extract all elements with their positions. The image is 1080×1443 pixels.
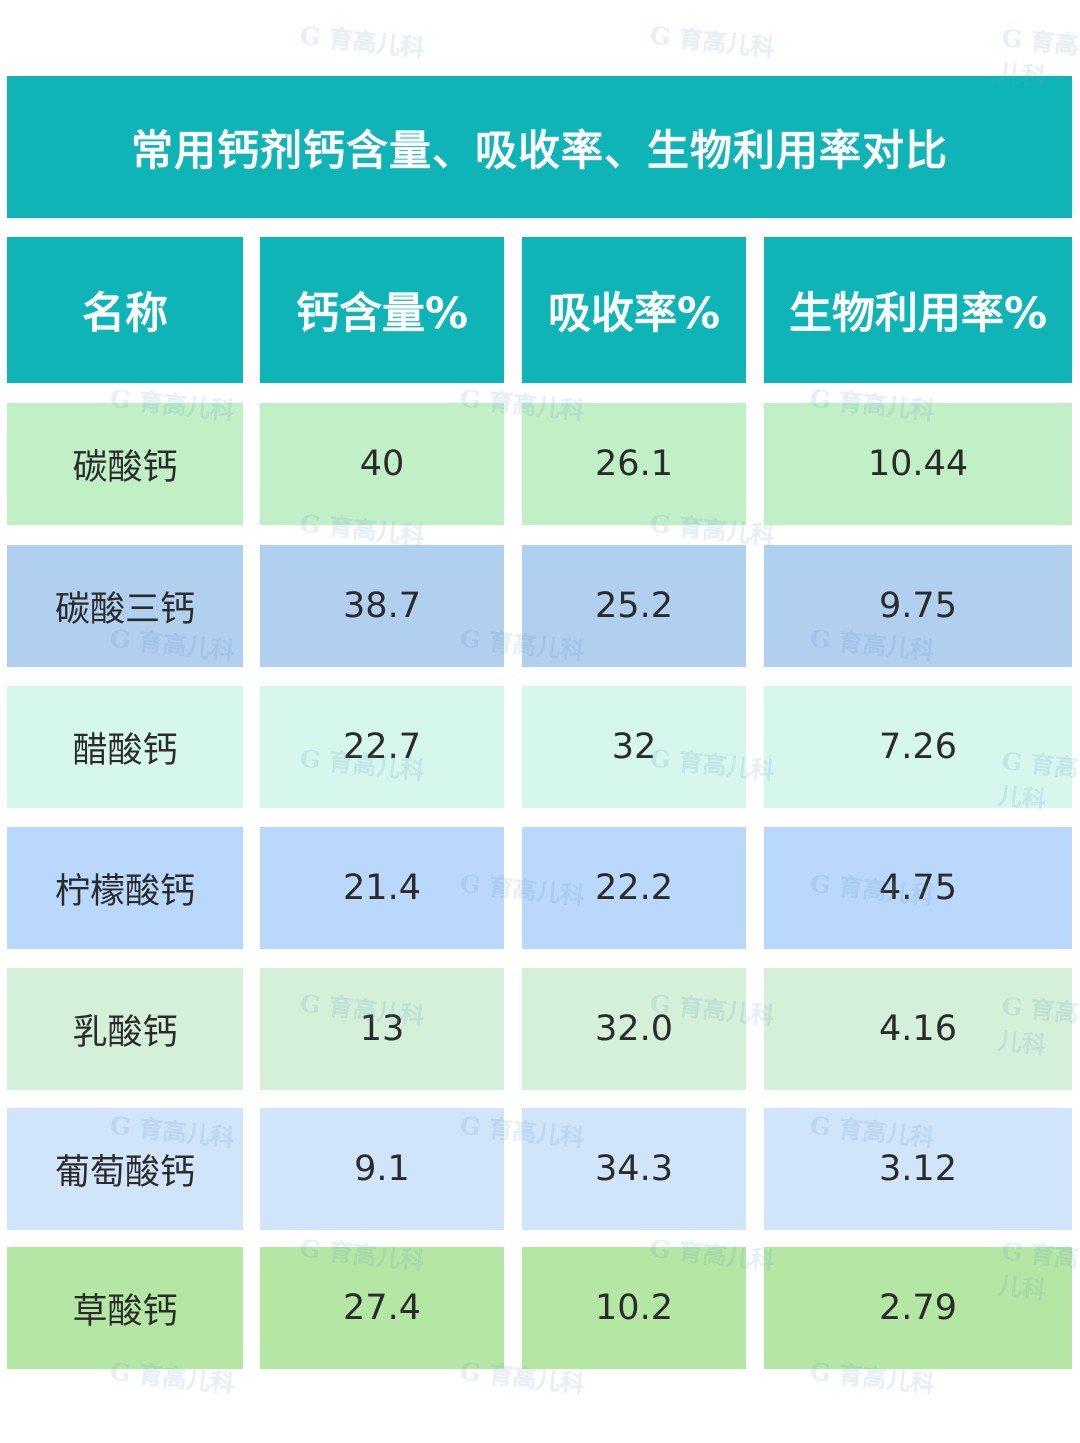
table-cell: 9.75	[764, 545, 1072, 667]
table-cell: 4.75	[764, 827, 1072, 949]
table-cell: 27.4	[260, 1247, 504, 1369]
table-cell: 38.7	[260, 545, 504, 667]
table-cell: 10.2	[522, 1247, 746, 1369]
column-header: 名称	[7, 237, 243, 383]
table-cell: 13	[260, 968, 504, 1090]
row-name-cell: 柠檬酸钙	[7, 827, 243, 949]
column-header: 钙含量%	[260, 237, 504, 383]
table-cell: 32	[522, 686, 746, 808]
row-name-cell: 乳酸钙	[7, 968, 243, 1090]
column-header: 生物利用率%	[764, 237, 1072, 383]
table-cell: 34.3	[522, 1108, 746, 1230]
table-title: 常用钙剂钙含量、吸收率、生物利用率对比	[7, 76, 1072, 218]
row-name-cell: 草酸钙	[7, 1247, 243, 1369]
table-cell: 4.16	[764, 968, 1072, 1090]
row-name-cell: 碳酸钙	[7, 403, 243, 525]
watermark-logo: G 育高儿科	[298, 20, 426, 63]
row-name-cell: 葡萄酸钙	[7, 1108, 243, 1230]
table-cell: 32.0	[522, 968, 746, 1090]
table-cell: 2.79	[764, 1247, 1072, 1369]
column-header: 吸收率%	[522, 237, 746, 383]
table-cell: 40	[260, 403, 504, 525]
watermark-logo: G 育高儿科	[648, 20, 776, 63]
table-cell: 22.2	[522, 827, 746, 949]
row-name-cell: 碳酸三钙	[7, 545, 243, 667]
table-cell: 25.2	[522, 545, 746, 667]
table-cell: 10.44	[764, 403, 1072, 525]
table-cell: 26.1	[522, 403, 746, 525]
table-cell: 9.1	[260, 1108, 504, 1230]
row-name-cell: 醋酸钙	[7, 686, 243, 808]
table-cell: 7.26	[764, 686, 1072, 808]
table-cell: 21.4	[260, 827, 504, 949]
table-cell: 22.7	[260, 686, 504, 808]
table-cell: 3.12	[764, 1108, 1072, 1230]
